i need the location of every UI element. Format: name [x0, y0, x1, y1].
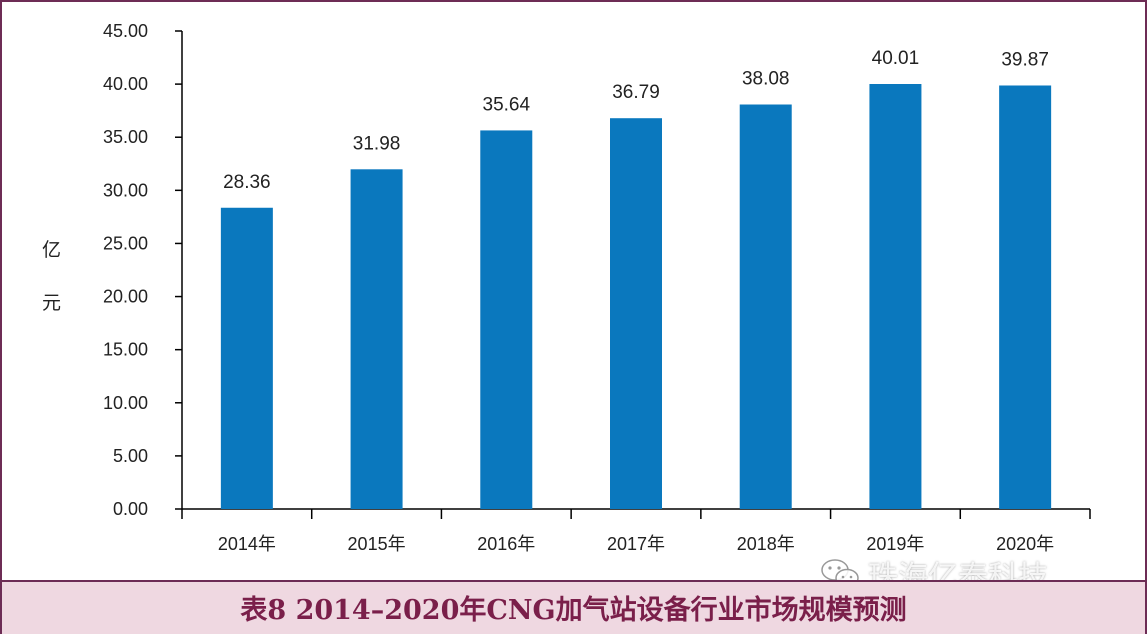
y-axis: 0.00 5.00 10.00 15.00 20.00 25.00 30.00 35.00 40… — [103, 21, 183, 519]
bar — [999, 85, 1052, 509]
x-tick-label: 2017年 — [607, 534, 665, 554]
chart-caption: 表8 2014–2020年CNG加气站设备行业市场规模预测 — [240, 595, 907, 626]
caption-bar: 表8 2014–2020年CNG加气站设备行业市场规模预测 — [2, 580, 1145, 634]
data-label: 40.01 — [872, 48, 920, 69]
x-tick-label: 2020年 — [996, 534, 1054, 554]
y-tick-label: 20.00 — [103, 287, 148, 307]
data-label: 28.36 — [223, 172, 271, 193]
bar — [480, 130, 533, 509]
bar — [739, 104, 792, 510]
x-tick-label: 2018年 — [737, 534, 795, 554]
x-tick-label: 2016年 — [477, 534, 535, 554]
bars — [220, 84, 1052, 510]
bar — [869, 84, 922, 510]
y-axis-label-char-2: 元 — [42, 292, 62, 314]
y-tick-label: 30.00 — [103, 180, 148, 200]
data-label: 35.64 — [483, 94, 531, 115]
y-tick-label: 10.00 — [103, 393, 148, 413]
y-tick-label: 35.00 — [103, 127, 148, 147]
data-label: 31.98 — [353, 133, 401, 154]
data-label: 39.87 — [1001, 49, 1049, 70]
y-tick-label: 45.00 — [103, 21, 148, 41]
data-labels: 28.36 31.98 35.64 36.79 38.08 40.01 39.87 — [223, 48, 1049, 193]
y-tick-label: 0.00 — [113, 499, 148, 519]
x-tick-label: 2014年 — [218, 534, 276, 554]
y-tick-label: 5.00 — [113, 446, 148, 466]
y-tick-label: 15.00 — [103, 340, 148, 360]
bar-chart: 0.00 5.00 10.00 15.00 20.00 25.00 30.00 35.00 40… — [103, 21, 1091, 554]
y-axis-label-char-1: 亿 — [42, 239, 62, 261]
bar — [220, 207, 273, 509]
y-tick-label: 25.00 — [103, 233, 148, 253]
x-tick-label: 2019年 — [866, 534, 924, 554]
data-label: 38.08 — [742, 69, 790, 90]
x-tick-label: 2015年 — [348, 534, 406, 554]
bar — [350, 169, 403, 509]
data-label: 36.79 — [612, 82, 660, 103]
bar — [610, 118, 662, 510]
y-tick-label: 40.00 — [103, 74, 148, 94]
x-axis: 2014年 2015年 2016年 2017年 2018年 2019年 2020年 — [181, 508, 1091, 554]
